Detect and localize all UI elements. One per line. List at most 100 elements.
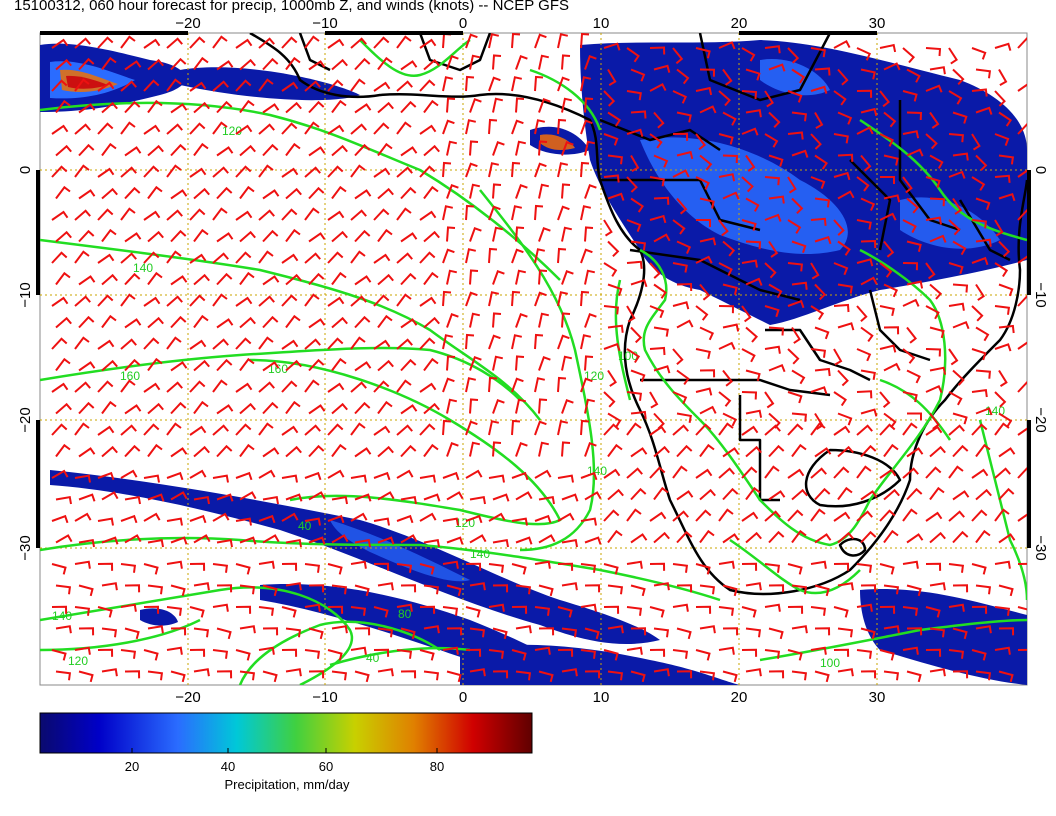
wind-barb	[741, 305, 752, 323]
wind-barb	[212, 512, 230, 522]
bottom-axis-labels: −20 −10 0 10 20 30	[175, 689, 885, 706]
wind-barb	[446, 55, 459, 70]
wind-barb	[557, 118, 567, 135]
wind-barb	[101, 536, 119, 545]
wind-barb	[193, 314, 209, 329]
wind-barb	[814, 584, 830, 597]
x-tick-label: 20	[731, 15, 748, 32]
wind-barb	[580, 119, 593, 135]
wind-barb	[492, 226, 504, 242]
wind-barb	[304, 471, 322, 481]
wind-barb	[837, 531, 854, 544]
wind-barb	[120, 563, 137, 573]
wind-barb	[538, 670, 554, 683]
wind-barb	[952, 584, 969, 593]
wind-barb	[331, 443, 347, 458]
wind-barb	[998, 192, 1016, 202]
wind-barb	[469, 312, 481, 328]
wind-barb	[51, 605, 68, 614]
wind-barb	[304, 649, 321, 659]
wind-barb	[193, 101, 210, 114]
wind-barb	[308, 627, 324, 640]
wind-barb	[442, 161, 452, 178]
wind-barb	[120, 424, 137, 436]
wind-barb	[166, 78, 182, 92]
wind-barb	[446, 140, 458, 156]
wind-barb	[400, 584, 417, 593]
wind-barb	[741, 391, 758, 400]
wind-barb	[948, 424, 965, 436]
wind-barb	[791, 443, 807, 458]
wind-barb	[672, 510, 689, 522]
wind-barb	[235, 605, 252, 614]
wind-barb	[975, 369, 991, 379]
wind-barb	[423, 99, 439, 114]
wind-barb	[975, 326, 990, 342]
wind-barb	[837, 369, 849, 387]
wind-barb	[722, 412, 737, 427]
wind-barb	[695, 423, 712, 436]
wind-barb	[718, 422, 734, 436]
wind-barb	[212, 379, 228, 393]
wind-barb	[281, 606, 297, 618]
wind-barb	[649, 648, 666, 657]
wind-barb	[97, 167, 115, 178]
wind-barb	[143, 337, 160, 350]
wind-barb	[768, 326, 785, 336]
wind-barb	[584, 491, 602, 501]
wind-barb	[952, 321, 970, 330]
wind-barb	[515, 140, 527, 156]
wind-barb	[534, 646, 551, 655]
wind-barb	[906, 533, 924, 544]
wind-barb	[239, 670, 256, 681]
wind-barb	[791, 197, 804, 215]
wind-barb	[883, 443, 899, 458]
wind-barb	[193, 400, 209, 415]
wind-barb	[400, 318, 418, 329]
wind-barb	[718, 133, 734, 145]
wind-barb	[327, 514, 345, 524]
wind-barb	[147, 271, 163, 286]
wind-barb	[419, 210, 437, 221]
wind-barb	[235, 471, 253, 481]
wind-barb	[488, 512, 506, 522]
wind-barb	[147, 625, 164, 634]
wind-barb	[281, 253, 299, 264]
wind-barb	[994, 90, 1006, 107]
wind-barb	[331, 271, 347, 286]
wind-barb	[971, 133, 981, 151]
wind-barb	[699, 197, 715, 209]
wind-barb	[971, 47, 987, 60]
wind-barb	[810, 262, 820, 280]
wind-barb	[833, 133, 849, 144]
wind-barb	[741, 511, 759, 522]
wind-barb	[212, 603, 229, 612]
wind-barb	[929, 627, 946, 638]
wind-barb	[465, 248, 477, 264]
wind-barb	[998, 487, 1015, 501]
wind-barb	[856, 126, 874, 135]
wind-barb	[189, 339, 207, 350]
wind-barb	[630, 447, 648, 458]
wind-barb	[216, 232, 234, 243]
wind-barb	[626, 467, 643, 479]
wind-barb	[603, 468, 621, 479]
wind-barb	[603, 509, 620, 522]
wind-barb	[837, 582, 854, 591]
wind-barb	[193, 627, 210, 638]
wind-barb	[124, 318, 142, 329]
wind-barb	[74, 512, 92, 522]
wind-barb	[883, 154, 899, 166]
wind-barb	[354, 143, 371, 157]
wind-barb	[929, 111, 940, 129]
wind-barb	[952, 490, 970, 501]
wind-barb	[331, 670, 348, 681]
wind-barb	[258, 646, 275, 655]
wind-barb	[350, 560, 367, 569]
wind-barb	[511, 161, 521, 178]
wind-barb	[603, 262, 618, 277]
wind-barb	[630, 240, 647, 251]
wind-barb	[672, 603, 689, 612]
wind-barb	[170, 670, 186, 683]
wind-barb	[55, 495, 72, 505]
